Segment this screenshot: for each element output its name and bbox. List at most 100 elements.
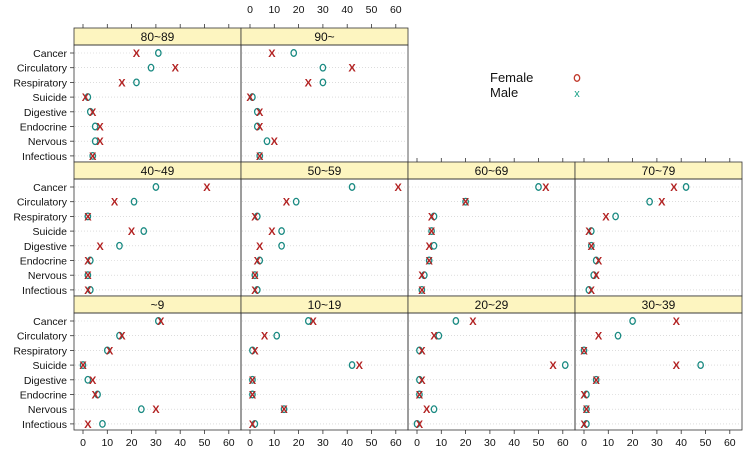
female-o-point — [278, 241, 285, 250]
female-o-point — [592, 375, 600, 384]
x-tick-label: 20 — [126, 437, 138, 449]
x-tick-label: 0 — [414, 437, 420, 449]
legend-label: Female — [490, 70, 533, 85]
female-o-point — [292, 197, 300, 206]
female-o-point — [319, 78, 327, 87]
male-x-point: X — [549, 360, 557, 372]
female-o-point — [592, 256, 600, 265]
female-o-point — [249, 346, 256, 355]
x-tick-label: 30 — [150, 437, 162, 449]
female-o-point — [256, 151, 264, 160]
male-x-point: X — [542, 182, 550, 194]
x-tick-label: 30 — [317, 437, 329, 449]
category-label: Nervous — [28, 136, 67, 148]
male-x-point: X — [268, 226, 276, 238]
category-label: Infectious — [22, 285, 67, 297]
female-o-point — [682, 183, 690, 191]
female-o-point — [428, 227, 435, 236]
category-label: Cancer — [33, 182, 67, 194]
female-o-point — [263, 137, 271, 146]
female-o-point — [154, 317, 162, 325]
x-tick-label: 40 — [675, 437, 687, 449]
female-o-point — [413, 419, 421, 428]
female-o-point — [256, 256, 264, 265]
panel-frame — [574, 312, 743, 431]
category-label: Respiratory — [13, 211, 67, 223]
panel-title: ~9 — [151, 298, 165, 312]
female-o-point — [430, 241, 438, 250]
female-o-point — [612, 212, 619, 221]
panel-frame — [73, 178, 242, 297]
female-o-point — [561, 361, 569, 370]
female-o-point — [99, 419, 106, 428]
female-o-point — [319, 63, 327, 72]
panel-title: 90~ — [314, 30, 334, 44]
x-tick-label: 10 — [101, 437, 113, 449]
male-x-point: X — [249, 419, 257, 431]
male-x-point: X — [251, 285, 259, 297]
male-x-point: X — [673, 316, 681, 328]
female-o-point — [462, 197, 469, 206]
axes-layer: 0 10 20 30 40 50 60 0 10 20 30 40 50 60 0 10 20 30 40 50 60 0… — [80, 4, 736, 449]
legend-label: Male — [490, 85, 518, 100]
male-x-point: X — [583, 404, 591, 416]
male-x-point: X — [89, 107, 97, 119]
x-tick-label: 50 — [533, 437, 545, 449]
female-o-point — [84, 271, 92, 280]
male-x-point: X — [251, 211, 259, 223]
male-x-point: X — [416, 419, 424, 431]
panel-title: 20~29 — [475, 298, 509, 312]
x-tick-label: 20 — [627, 437, 639, 449]
x-tick-label: 60 — [557, 437, 569, 449]
female-o-point — [253, 212, 261, 221]
female-o-point — [273, 331, 281, 340]
x-tick-label: 50 — [366, 4, 378, 16]
male-x-point: X — [111, 197, 119, 209]
category-label: Nervous — [28, 270, 67, 282]
male-x-point: X — [246, 92, 254, 104]
x-tick-label: 20 — [293, 437, 305, 449]
male-x-point: X — [428, 226, 436, 238]
male-x-point: X — [84, 285, 92, 297]
female-o-point — [251, 419, 259, 428]
female-o-point — [91, 122, 99, 131]
male-x-point: X — [249, 375, 257, 387]
x-tick-label: 10 — [268, 437, 280, 449]
female-o-point — [130, 197, 138, 206]
x-tick-label: 0 — [247, 437, 253, 449]
x-tick-label: 60 — [223, 437, 235, 449]
male-x-point: X — [416, 390, 424, 402]
male-x-point: X — [418, 270, 426, 282]
x-tick-label: 40 — [341, 437, 353, 449]
category-label: Endocrine — [20, 122, 67, 134]
category-label: Suicide — [33, 92, 68, 104]
female-o-point — [629, 317, 636, 325]
male-x-point: X — [84, 256, 92, 268]
male-x-point: X — [172, 63, 180, 75]
x-tick-label: 30 — [484, 437, 496, 449]
female-o-point — [418, 285, 426, 294]
x-tick-label: 0 — [247, 4, 253, 16]
male-x-point: X — [203, 182, 211, 194]
female-o-point — [585, 285, 593, 294]
x-tick-label: 10 — [602, 437, 614, 449]
male-x-point: X — [595, 331, 603, 343]
male-x-point: X — [418, 375, 426, 387]
male-x-point: X — [261, 331, 269, 343]
x-tick-label: 50 — [700, 437, 712, 449]
panel-title: 40~49 — [141, 164, 175, 178]
male-x-point: X — [428, 211, 436, 223]
category-labels-layer: Cancer Circulatory Respiratory Suicide Diges… — [13, 48, 74, 431]
female-o-point — [86, 285, 94, 294]
male-x-point: X — [280, 404, 288, 416]
x-tick-label: 50 — [199, 437, 211, 449]
male-x-point: X — [249, 390, 257, 402]
panels-layer: 80~89XXXXXXXX90~XXXXXXXX40~49XXXXXXXX50~… — [73, 27, 743, 431]
male-x-point: X — [271, 136, 279, 148]
female-o-point — [116, 331, 123, 340]
category-label: Endocrine — [20, 390, 67, 402]
